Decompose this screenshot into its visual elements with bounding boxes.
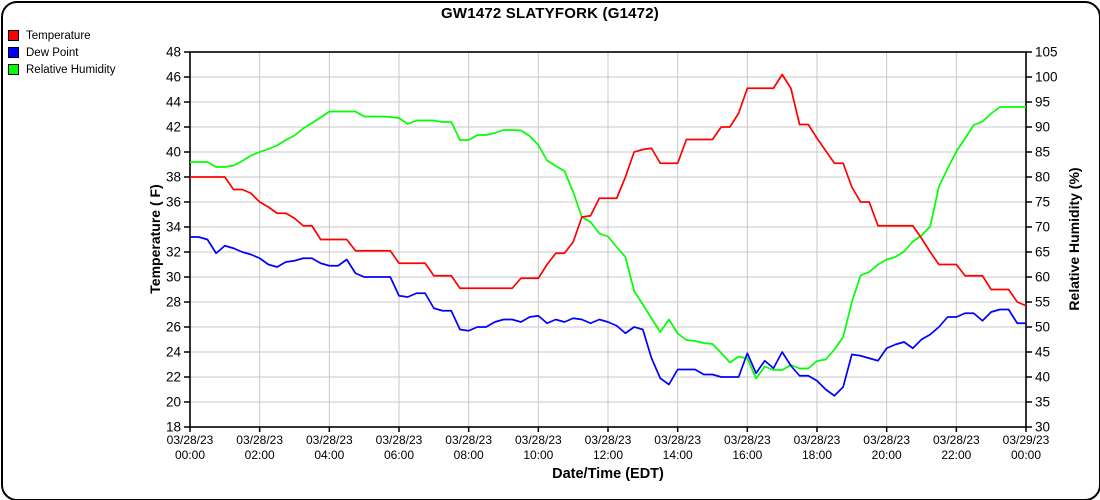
svg-text:44: 44	[166, 95, 182, 110]
svg-text:03/28/23: 03/28/23	[863, 433, 910, 447]
x-axis-ticks: 03/28/2300:0003/28/2302:0003/28/2304:000…	[167, 427, 1050, 462]
svg-text:60: 60	[1035, 270, 1050, 285]
series-line-relative-humidity	[190, 106, 1026, 380]
svg-text:00:00: 00:00	[175, 448, 205, 462]
svg-text:48: 48	[166, 45, 181, 60]
svg-text:50: 50	[1035, 320, 1050, 335]
svg-text:30: 30	[166, 270, 181, 285]
svg-text:00:00: 00:00	[1011, 448, 1041, 462]
svg-text:03/28/23: 03/28/23	[933, 433, 980, 447]
legend-label-temperature: Temperature	[26, 29, 91, 42]
svg-text:85: 85	[1035, 145, 1050, 160]
legend-label-relative-humidity: Relative Humidity	[26, 63, 116, 76]
svg-text:46: 46	[166, 70, 181, 85]
chart-title: GW1472 SLATYFORK (G1472)	[441, 5, 659, 22]
svg-text:08:00: 08:00	[454, 448, 484, 462]
svg-text:03/29/23: 03/29/23	[1003, 433, 1050, 447]
svg-text:03/28/23: 03/28/23	[236, 433, 283, 447]
svg-text:03/28/23: 03/28/23	[794, 433, 841, 447]
svg-text:38: 38	[166, 170, 181, 185]
svg-text:03/28/23: 03/28/23	[654, 433, 701, 447]
svg-text:40: 40	[1035, 370, 1050, 385]
legend-label-dew-point: Dew Point	[26, 46, 79, 59]
y-axis-right-ticks: 30 35 40 45 50 55 60 65 70 75 80 85 90 95 100 105	[1026, 45, 1058, 435]
svg-text:45: 45	[1035, 345, 1050, 360]
svg-text:22: 22	[166, 370, 181, 385]
relative-humidity-swatch-icon	[8, 64, 19, 75]
legend-item-dew-point: Dew Point	[8, 44, 115, 61]
temperature-swatch-icon	[8, 30, 19, 41]
svg-text:03/28/23: 03/28/23	[445, 433, 492, 447]
svg-text:30: 30	[1035, 420, 1050, 435]
svg-text:75: 75	[1035, 195, 1050, 210]
svg-text:70: 70	[1035, 220, 1050, 235]
svg-text:28: 28	[166, 295, 181, 310]
svg-text:03/28/23: 03/28/23	[724, 433, 771, 447]
svg-text:34: 34	[166, 220, 182, 235]
svg-text:32: 32	[166, 245, 181, 260]
svg-text:10:00: 10:00	[523, 448, 553, 462]
series-line-dew-point	[190, 236, 1026, 397]
gridlines	[190, 52, 1026, 427]
svg-text:95: 95	[1035, 95, 1050, 110]
dew-point-swatch-icon	[8, 47, 19, 58]
x-axis-label-datetime: Date/Time (EDT)	[552, 466, 664, 482]
legend-item-relative-humidity: Relative Humidity	[8, 61, 115, 78]
svg-text:35: 35	[1035, 395, 1050, 410]
svg-text:40: 40	[166, 145, 181, 160]
y-axis-left-ticks: 18 20 22 24 26 28 30 32 34 36 38 40 42 44 46 48	[166, 45, 190, 435]
svg-text:04:00: 04:00	[314, 448, 344, 462]
svg-text:12:00: 12:00	[593, 448, 623, 462]
svg-text:03/28/23: 03/28/23	[585, 433, 632, 447]
svg-text:03/28/23: 03/28/23	[306, 433, 353, 447]
svg-text:18: 18	[166, 420, 181, 435]
svg-text:20:00: 20:00	[872, 448, 902, 462]
svg-text:26: 26	[166, 320, 181, 335]
svg-text:80: 80	[1035, 170, 1050, 185]
svg-text:90: 90	[1035, 120, 1050, 135]
svg-text:03/28/23: 03/28/23	[167, 433, 214, 447]
legend: Temperature Dew Point Relative Humidity	[8, 27, 115, 78]
svg-text:16:00: 16:00	[732, 448, 762, 462]
svg-text:36: 36	[166, 195, 181, 210]
svg-text:02:00: 02:00	[245, 448, 275, 462]
svg-text:22:00: 22:00	[941, 448, 971, 462]
svg-text:24: 24	[166, 345, 182, 360]
svg-text:14:00: 14:00	[663, 448, 693, 462]
svg-text:100: 100	[1035, 70, 1058, 85]
svg-text:55: 55	[1035, 295, 1050, 310]
svg-text:65: 65	[1035, 245, 1050, 260]
svg-text:06:00: 06:00	[384, 448, 414, 462]
svg-text:18:00: 18:00	[802, 448, 832, 462]
svg-text:03/28/23: 03/28/23	[515, 433, 562, 447]
svg-text:03/28/23: 03/28/23	[376, 433, 423, 447]
svg-text:42: 42	[166, 120, 181, 135]
series-line-temperature	[190, 73, 1027, 307]
svg-text:20: 20	[166, 395, 181, 410]
legend-item-temperature: Temperature	[8, 27, 115, 44]
svg-text:105: 105	[1035, 45, 1058, 60]
